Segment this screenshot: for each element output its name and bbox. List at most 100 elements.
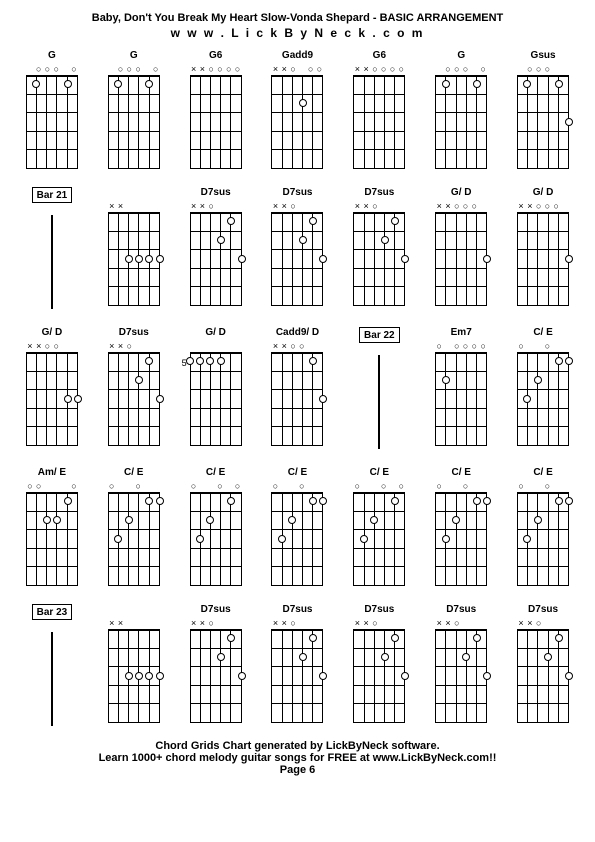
chord-label: Em7 [451,327,472,340]
fretboard [271,212,323,306]
bar-marker-cell: Bar 23 [20,604,84,726]
chord-cell: D7sus××○ [347,604,411,726]
nut-markers: ××○○○ [271,65,323,75]
finger-dot [125,672,133,680]
nut-markers: ××○○ [271,342,323,352]
finger-dot [555,80,563,88]
fretboard [190,492,242,586]
finger-dot [114,535,122,543]
chord-label: G [48,50,56,63]
bar-marker-cell: Bar 22 [347,327,411,449]
chord-label: D7sus [446,604,476,617]
finger-dot [555,357,563,365]
chord-cell: G○○○○ [429,50,493,169]
finger-dot [186,357,194,365]
fretboard [517,492,569,586]
bar-marker-cell: Bar 21 [20,187,84,309]
finger-dot [278,535,286,543]
chord-label: G [457,50,465,63]
fretboard [108,212,160,306]
finger-dot [381,236,389,244]
chord-label: C/ E [451,467,470,480]
fretboard [353,629,405,723]
fretboard [271,75,323,169]
nut-markers: ○○○ [26,482,78,492]
chord-label: C/ E [124,467,143,480]
page-footer: Chord Grids Chart generated by LickByNec… [18,740,577,776]
nut-markers: ○○○ [190,482,242,492]
fretboard [353,212,405,306]
chord-label: D7sus [528,604,558,617]
finger-dot [227,634,235,642]
finger-dot [473,80,481,88]
chord-cell: D7sus××○ [184,604,248,726]
nut-markers: ××○ [353,202,405,212]
nut-markers: ××○ [271,202,323,212]
finger-dot [483,497,491,505]
finger-dot [391,634,399,642]
nut-markers: ××○○○○ [353,65,405,75]
fretboard [271,492,323,586]
nut-markers [190,342,242,352]
fretboard [435,492,487,586]
fretboard [517,75,569,169]
finger-dot [442,80,450,88]
finger-dot [381,653,389,661]
finger-dot [534,376,542,384]
fretboard [190,629,242,723]
finger-dot [319,672,327,680]
nut-markers: ○○ [517,342,569,352]
chord-cell: ×× [102,187,166,309]
finger-dot [309,357,317,365]
fretboard [26,75,78,169]
chord-label: C/ E [533,467,552,480]
chord-cell: G/ D××○○ [20,327,84,449]
bar-label: Bar 21 [32,187,73,203]
chord-label: G/ D [451,187,472,200]
chord-cell: D7sus××○ [265,604,329,726]
bar-label: Bar 22 [359,327,400,343]
finger-dot [565,118,573,126]
finger-dot [135,255,143,263]
finger-dot [391,217,399,225]
site-url: w w w . L i c k B y N e c k . c o m [18,26,577,40]
chord-cell: C/ E ○○○ [184,467,248,586]
chord-label: D7sus [282,187,312,200]
finger-dot [360,535,368,543]
finger-dot [145,255,153,263]
fretboard [108,352,160,446]
nut-markers: ××○○ [26,342,78,352]
chord-label: D7sus [201,187,231,200]
chord-cell: Gadd9××○○○ [265,50,329,169]
chord-cell: C/ E○○ [429,467,493,586]
finger-dot [64,80,72,88]
footer-promo: Learn 1000+ chord melody guitar songs fo… [18,752,577,764]
chord-cell: D7sus ××○ [265,187,329,309]
finger-dot [288,516,296,524]
fretboard [271,629,323,723]
finger-dot [206,516,214,524]
bar-divider-line [51,632,53,726]
fretboard [517,212,569,306]
nut-markers: ○○○ [517,65,569,75]
nut-markers: ××○ [353,619,405,629]
song-title: Baby, Don't You Break My Heart Slow-Vond… [18,12,577,24]
chord-cell: G6××○○○○ [347,50,411,169]
finger-dot [452,516,460,524]
chord-cell: ×× [102,604,166,726]
nut-markers: ××○○○○ [190,65,242,75]
chord-label: G6 [209,50,222,63]
fretboard [190,75,242,169]
chord-label: G [130,50,138,63]
chord-cell: C/ E○○ [265,467,329,586]
finger-dot [227,217,235,225]
finger-dot [156,497,164,505]
finger-dot [145,357,153,365]
finger-dot [196,357,204,365]
finger-dot [156,672,164,680]
fretboard [190,352,242,446]
finger-dot [473,497,481,505]
nut-markers: ○○ [271,482,323,492]
chord-label: C/ E [206,467,225,480]
chord-cell: Am/ E○○○ [20,467,84,586]
